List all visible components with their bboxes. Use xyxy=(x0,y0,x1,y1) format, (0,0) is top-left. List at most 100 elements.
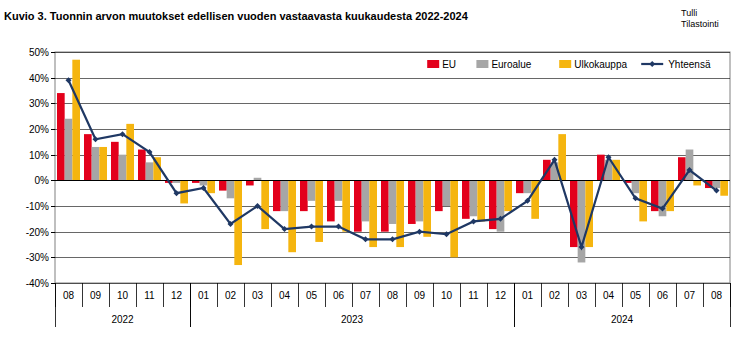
x-divider xyxy=(325,283,326,307)
y-tick-label: 40% xyxy=(29,73,49,84)
y-tick xyxy=(51,283,55,284)
year-label: 2022 xyxy=(111,314,134,325)
x-divider xyxy=(406,283,407,307)
x-tick-label: 06 xyxy=(657,290,669,301)
year-divider xyxy=(55,283,56,327)
bar xyxy=(308,180,316,201)
marker xyxy=(552,157,558,163)
y-tick-label: -20% xyxy=(26,227,49,238)
bar xyxy=(111,142,119,181)
x-divider xyxy=(379,283,380,307)
bar xyxy=(435,180,443,211)
bar xyxy=(146,162,154,180)
bar xyxy=(273,180,281,211)
x-divider xyxy=(244,283,245,307)
x-tick-label: 05 xyxy=(630,290,642,301)
source: Tulli xyxy=(681,8,697,18)
grid-line xyxy=(55,155,730,156)
grid-line xyxy=(55,129,730,130)
year-divider xyxy=(730,283,731,327)
y-tick xyxy=(51,257,55,258)
grid-line xyxy=(55,257,730,258)
bar xyxy=(261,180,269,229)
year-label: 2024 xyxy=(611,314,634,325)
bar xyxy=(632,180,640,193)
y-tick-label: -10% xyxy=(26,201,49,212)
bar xyxy=(381,180,389,231)
bar xyxy=(408,180,416,224)
marker xyxy=(228,221,234,227)
legend-symbol xyxy=(427,60,439,68)
bar xyxy=(126,124,134,180)
x-tick-label: 07 xyxy=(360,290,372,301)
marker xyxy=(309,224,315,230)
x-divider xyxy=(595,283,596,307)
x-divider xyxy=(352,283,353,307)
bar xyxy=(524,180,532,193)
marker xyxy=(660,206,666,212)
year-divider xyxy=(514,283,515,327)
marker xyxy=(282,226,288,232)
bar xyxy=(443,180,451,206)
legend-symbol xyxy=(649,61,655,67)
y-tick-label: 20% xyxy=(29,124,49,135)
x-tick-label: 11 xyxy=(144,290,155,301)
bar xyxy=(57,93,65,180)
x-tick-label: 10 xyxy=(441,290,453,301)
y-tick xyxy=(51,52,55,53)
bar xyxy=(84,134,92,180)
x-divider xyxy=(568,283,569,307)
bar xyxy=(389,180,397,224)
x-tick-label: 02 xyxy=(549,290,561,301)
marker xyxy=(525,198,531,204)
legend-label: Euroalue xyxy=(491,59,531,70)
grid-line xyxy=(55,232,730,233)
bar xyxy=(92,147,100,180)
bar xyxy=(254,178,262,181)
marker xyxy=(255,203,261,209)
x-divider xyxy=(433,283,434,307)
bar xyxy=(693,180,701,185)
y-tick xyxy=(51,232,55,233)
x-tick-label: 09 xyxy=(90,290,102,301)
bar xyxy=(462,180,470,219)
x-tick-label: 05 xyxy=(306,290,318,301)
y-tick xyxy=(51,206,55,207)
marker xyxy=(390,236,396,242)
x-tick-label: 02 xyxy=(225,290,237,301)
x-tick-label: 11 xyxy=(468,290,479,301)
x-divider xyxy=(271,283,272,307)
grid-line xyxy=(55,78,730,79)
year-divider xyxy=(190,283,191,327)
marker xyxy=(174,190,180,196)
title: Kuvio 3. Tuonnin arvon muutokset edellis… xyxy=(4,10,469,22)
y-tick-label: 0% xyxy=(35,175,50,186)
x-tick-label: 06 xyxy=(333,290,345,301)
plot-frame xyxy=(55,52,730,283)
zero-line xyxy=(55,180,730,181)
x-divider xyxy=(109,283,110,307)
x-divider xyxy=(676,283,677,307)
chart: Kuvio 3. Tuonnin arvon muutokset edellis… xyxy=(0,0,756,340)
x-divider xyxy=(217,283,218,307)
bar xyxy=(300,180,308,211)
x-divider xyxy=(703,283,704,307)
x-tick-label: 09 xyxy=(414,290,426,301)
marks xyxy=(57,60,728,265)
bar xyxy=(659,180,667,216)
bar xyxy=(281,180,289,211)
bar xyxy=(65,119,73,181)
bar xyxy=(369,180,377,247)
bar xyxy=(327,180,335,221)
y-tick xyxy=(51,155,55,156)
marker xyxy=(498,216,504,222)
legend-symbol xyxy=(476,60,488,68)
bar xyxy=(138,150,146,181)
legend-label: Ulkokauppa xyxy=(574,59,627,70)
x-divider xyxy=(649,283,650,307)
source: Tilastointi xyxy=(681,19,719,29)
x-tick-label: 07 xyxy=(684,290,696,301)
legend-label: Yhteensä xyxy=(668,59,711,70)
year-label: 2023 xyxy=(341,314,364,325)
y-tick-label: -30% xyxy=(26,252,49,263)
